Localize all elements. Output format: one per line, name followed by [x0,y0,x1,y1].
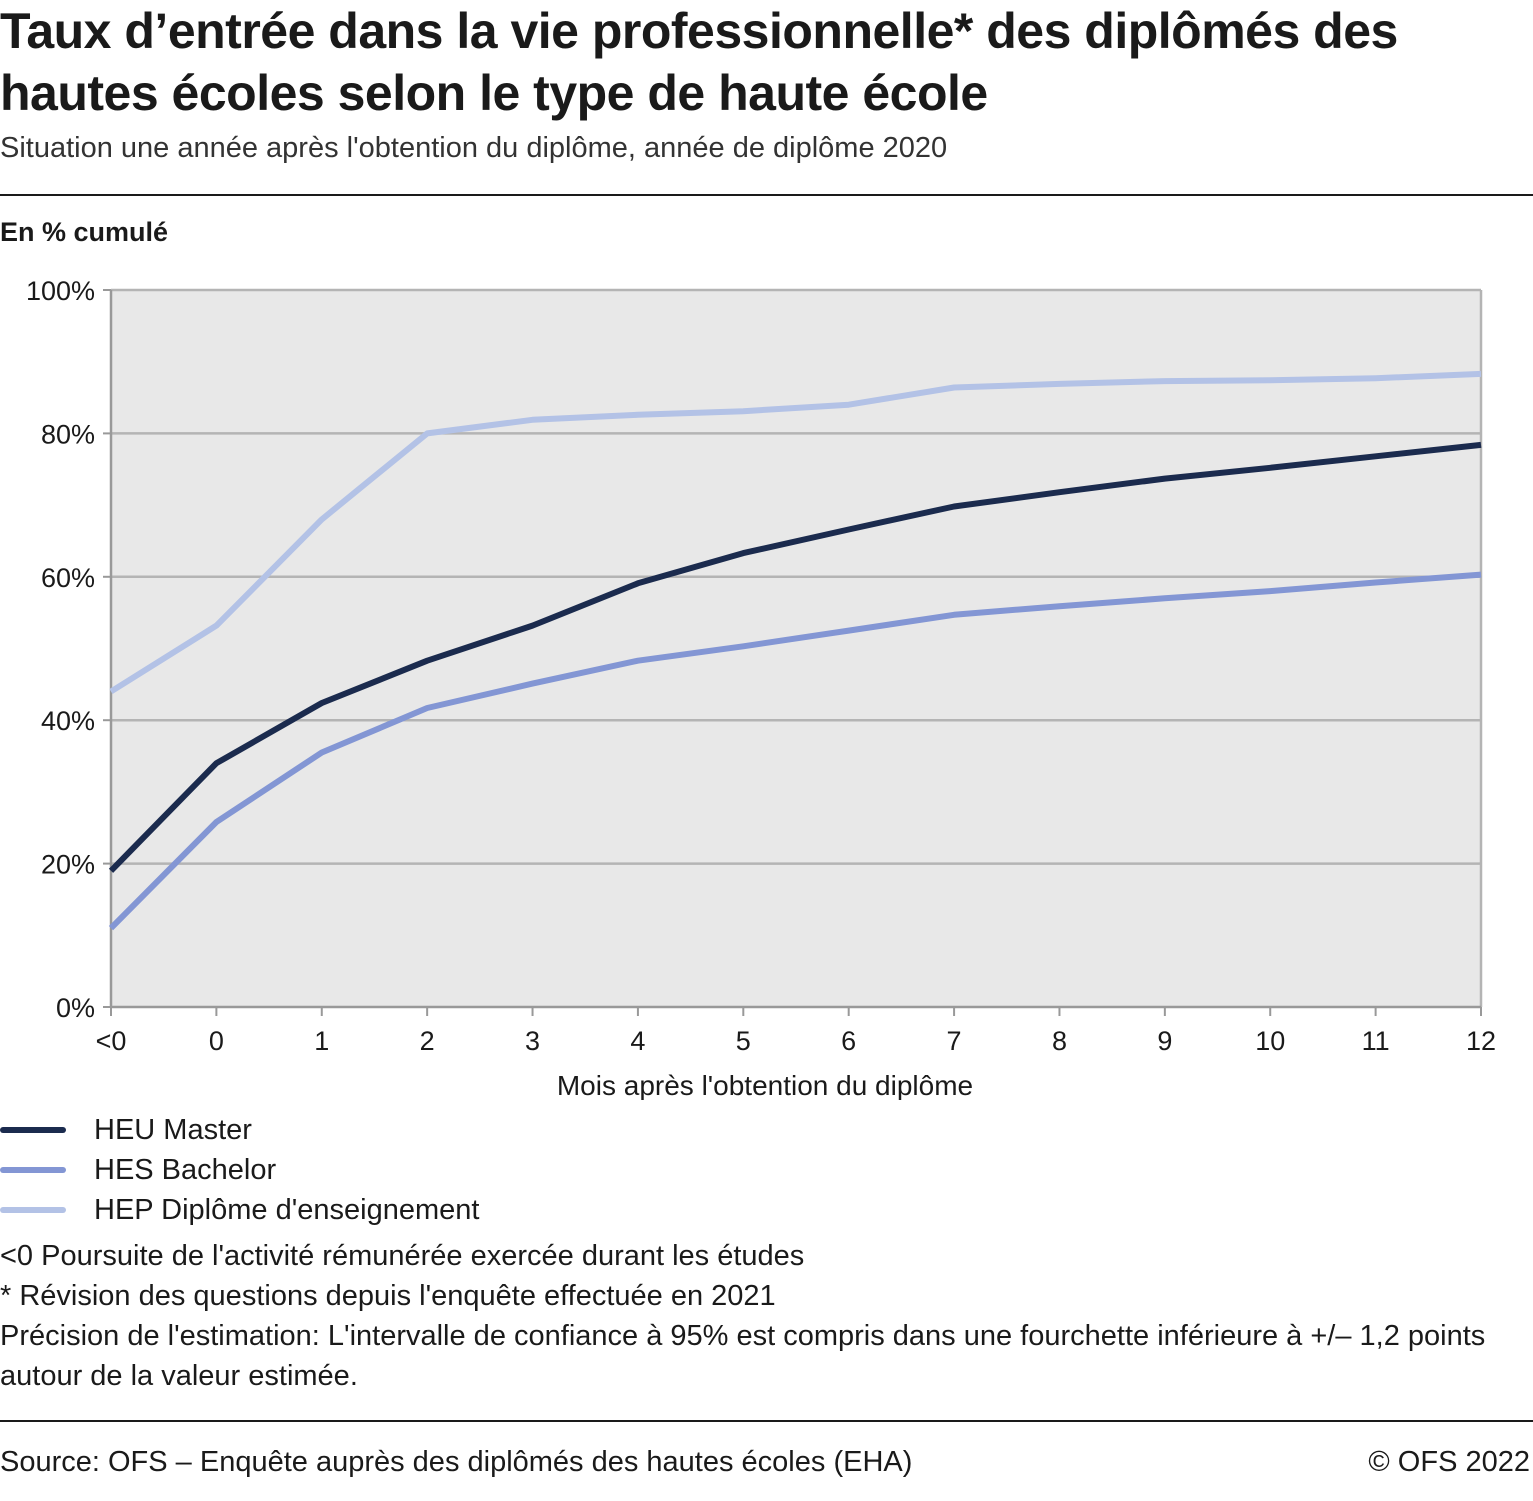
plot-background [111,290,1481,1007]
x-tick-label: 0 [209,1026,224,1056]
legend-swatch [0,1207,66,1213]
legend-swatch [0,1127,66,1133]
footnote-precision: Précision de l'estimation: L'intervalle … [0,1320,1486,1392]
legend-label: HEP Diplôme d'enseignement [94,1193,480,1226]
grid-lines [111,288,1481,865]
x-tick-label: <0 [96,1026,127,1056]
x-tick-label: 4 [630,1026,645,1056]
copyright-text: © OFS 2022 [1368,1446,1530,1478]
legend-swatch [0,1167,66,1173]
y-tick-label: 60% [41,563,95,593]
plot-area [111,290,1481,1007]
legend-label: HES Bachelor [94,1153,277,1186]
x-tick-label: 12 [1466,1026,1496,1056]
x-tick-label: 3 [525,1026,540,1056]
x-axis-title: Mois après l'obtention du diplôme [557,1070,973,1100]
chart-title: Taux d’entrée dans la vie professionnell… [0,3,1398,121]
x-tick-label: 10 [1255,1026,1285,1056]
series-lines [108,370,1482,931]
series-line-heu-master [108,441,1482,873]
x-tick-label: 6 [841,1026,856,1056]
axes: 0%20%40%60%80%100%<0 0 1 2 3 4 5 6 7 8 9 10 11 12 [26,276,1496,1056]
y-tick-label: 80% [41,419,95,449]
y-tick-label: 0% [56,993,95,1023]
series-line-hep-dipl-me-d-enseignement [109,370,1482,695]
y-axis-unit-label: En % cumulé [0,217,169,247]
legend-item-heu-master: HEU Master [0,1110,479,1150]
source-text: Source: OFS – Enquête auprès des diplômé… [0,1446,913,1478]
y-tick-label: 100% [26,276,95,306]
legend-item-hep-dipl-me-d-enseignement: HEP Diplôme d'enseignement [0,1190,479,1230]
series-line-hes-bachelor [108,571,1482,931]
legend-label: HEU Master [94,1113,252,1146]
footer: Source: OFS – Enquête auprès des diplômé… [0,1446,1530,1479]
legend-item-hes-bachelor: HES Bachelor [0,1150,479,1190]
x-tick-label: 2 [420,1026,435,1056]
footnotes: <0 Poursuite de l'activité rémunérée exe… [0,1236,1520,1396]
x-tick-label: 8 [1052,1026,1067,1056]
footnote-revision: * Révision des questions depuis l'enquêt… [0,1280,776,1312]
x-tick-label: 5 [736,1026,751,1056]
chart-subtitle: Situation une année après l'obtention du… [0,132,948,164]
x-tick-label: 1 [314,1026,329,1056]
x-tick-label: 11 [1362,1026,1390,1056]
y-tick-label: 40% [41,706,95,736]
y-tick-label: 20% [41,850,95,880]
x-tick-label: 7 [947,1026,962,1056]
x-tick-label: 9 [1157,1026,1172,1056]
bottom-divider [0,1420,1533,1422]
top-divider [0,194,1533,196]
line-chart: 0%20%40%60%80%100%<0 0 1 2 3 4 5 6 7 8 9 10 11 12 Moi… [26,276,1496,1100]
footnote-prior-activity: <0 Poursuite de l'activité rémunérée exe… [0,1240,805,1272]
legend: HEU Master HES Bachelor HEP Diplôme d'ense… [0,1110,479,1230]
